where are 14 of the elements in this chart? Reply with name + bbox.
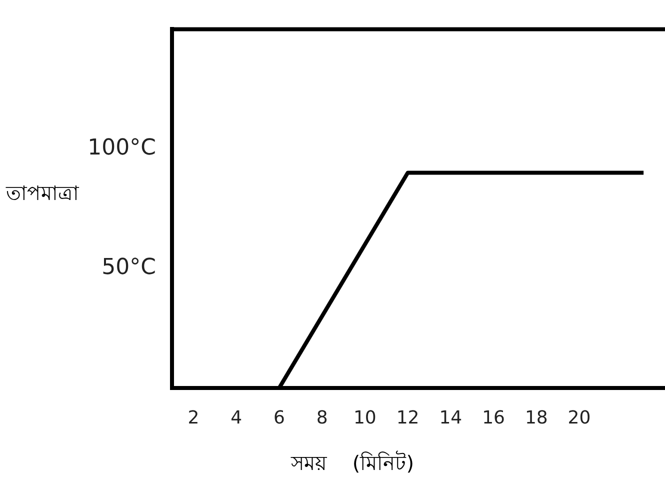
x-tick-label: 18 [524,407,548,428]
x-tick-label: 20 [568,407,591,428]
x-axis-title: সময় (মিনিট) [290,450,416,477]
x-tick-label: 2 [188,407,200,428]
x-tick-label: 4 [230,407,242,428]
x-tick-label: 10 [353,407,376,428]
x-tick-label: 14 [439,407,462,428]
x-tick-label: 16 [482,407,505,428]
x-tick-label: 8 [316,407,328,428]
x-tick-label: 12 [396,407,420,428]
x-tick-label: 6 [273,407,285,428]
y-tick-label: 50°C [102,255,156,280]
y-tick-label: 100°C [88,136,156,161]
y-axis-title: তাপমাত্রা [6,180,79,207]
